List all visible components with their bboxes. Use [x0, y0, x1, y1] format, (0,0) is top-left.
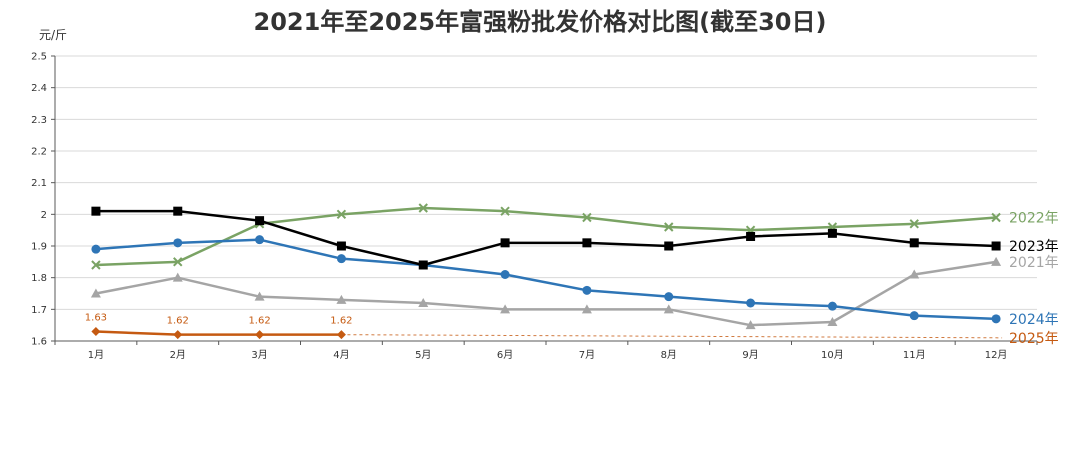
marker-stroke [173, 257, 183, 267]
data-point-marker [418, 203, 428, 213]
data-point-marker [582, 212, 592, 223]
y-tick-label: 1.6 [31, 337, 47, 348]
y-tick-label: 2.3 [31, 115, 47, 126]
y-tick-label: 1.8 [31, 273, 47, 284]
marker-stroke [418, 203, 428, 213]
data-point-marker [418, 260, 428, 270]
series-end-label: 2021年 [1009, 255, 1059, 271]
data-point-marker [500, 206, 510, 216]
marker-stroke [909, 219, 919, 229]
x-tick-label: 9月 [742, 349, 758, 361]
data-point-marker [91, 244, 101, 254]
data-point-marker [500, 304, 511, 314]
data-point-marker [91, 206, 101, 216]
data-point-marker [909, 269, 920, 279]
marker-stroke [91, 260, 101, 270]
series-line [95, 206, 997, 267]
y-tick-label: 1.7 [31, 305, 47, 316]
data-point-marker [173, 238, 183, 248]
data-point-marker [336, 241, 346, 251]
data-label: 1.62 [167, 316, 189, 327]
data-point-marker [991, 241, 1001, 251]
data-point-marker [582, 285, 592, 295]
y-tick-label: 1.9 [31, 242, 47, 253]
series-line [95, 260, 997, 327]
data-point-marker [909, 311, 919, 321]
marker-stroke [991, 212, 1001, 223]
data-point-marker [91, 327, 101, 336]
data-point-marker [336, 209, 347, 220]
data-point-marker [255, 330, 265, 340]
data-point-marker [664, 292, 674, 302]
series-end-label: 2025年 [1009, 331, 1059, 347]
data-point-marker [336, 294, 347, 304]
data-label: 1.62 [330, 316, 352, 327]
x-tick-label: 10月 [821, 349, 844, 361]
x-tick-label: 7月 [579, 349, 595, 361]
data-point-marker [173, 206, 183, 216]
data-point-marker [172, 272, 183, 282]
data-point-marker [909, 219, 919, 229]
series-line [95, 330, 342, 336]
data-point-marker [991, 314, 1001, 324]
data-point-marker [500, 238, 510, 248]
marker-stroke [336, 209, 347, 220]
series-end-label: 2024年 [1009, 312, 1059, 328]
data-point-marker [173, 257, 183, 267]
x-tick-label: 12月 [985, 349, 1008, 361]
data-point-marker [582, 238, 592, 248]
data-point-marker [663, 304, 674, 314]
data-point-marker [746, 298, 756, 308]
y-tick-label: 2.2 [31, 147, 47, 158]
data-point-marker [664, 241, 674, 251]
x-tick-label: 5月 [415, 349, 431, 361]
data-point-marker [336, 254, 346, 264]
marker-stroke [582, 212, 592, 223]
y-tick-label: 2.1 [31, 178, 47, 189]
marker-stroke [500, 206, 510, 216]
data-label: 1.62 [248, 316, 270, 327]
data-point-marker [91, 260, 101, 270]
data-point-marker [255, 235, 265, 245]
data-point-marker [418, 298, 429, 307]
data-point-marker [500, 270, 510, 279]
data-point-marker [991, 256, 1002, 266]
data-point-marker [664, 222, 674, 232]
series-end-label: 2023年 [1009, 239, 1059, 255]
trend-line [341, 334, 1003, 339]
y-tick-label: 2.5 [31, 52, 47, 63]
x-tick-label: 6月 [497, 349, 513, 361]
y-tick-label: 2.4 [31, 83, 47, 94]
data-point-marker [254, 291, 265, 301]
data-point-marker [90, 288, 101, 298]
y-tick-label: 2 [41, 210, 47, 221]
data-point-marker [336, 330, 346, 340]
chart-title: 2021年至2025年富强粉批发价格对比图(截至30日) [253, 8, 827, 36]
x-tick-label: 3月 [251, 349, 267, 361]
data-point-marker [827, 317, 838, 326]
data-point-marker [255, 216, 265, 226]
marker-stroke [664, 222, 674, 232]
x-tick-label: 11月 [903, 349, 926, 361]
data-point-marker [991, 212, 1001, 223]
series-line [95, 238, 997, 321]
x-tick-label: 8月 [661, 349, 677, 361]
x-tick-label: 1月 [88, 349, 104, 361]
data-point-marker [827, 228, 837, 238]
x-tick-label: 4月 [333, 349, 349, 361]
x-tick-label: 2月 [170, 349, 186, 361]
data-point-marker [581, 304, 592, 314]
data-label: 1.63 [85, 313, 107, 324]
series-end-label: 2022年 [1009, 211, 1059, 227]
data-point-marker [827, 301, 837, 311]
y-axis-unit-label: 元/斤 [39, 28, 68, 42]
series-line [95, 209, 997, 267]
data-point-marker [746, 232, 756, 241]
data-point-marker [173, 330, 183, 340]
data-point-marker [909, 238, 919, 248]
data-point-marker [745, 320, 756, 330]
